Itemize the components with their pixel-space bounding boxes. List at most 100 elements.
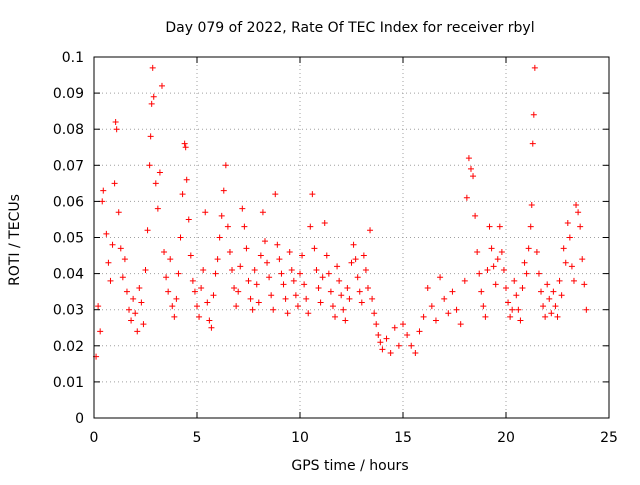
data-point: [358, 299, 365, 306]
data-point: [212, 270, 219, 277]
grid-lines: [94, 57, 609, 418]
data-point: [566, 234, 573, 241]
data-point: [261, 238, 268, 245]
data-point: [474, 248, 481, 255]
x-axis-label: GPS time / hours: [291, 458, 408, 474]
data-point: [383, 335, 390, 342]
data-point: [290, 277, 297, 284]
data-point: [544, 281, 551, 288]
data-point: [167, 256, 174, 263]
data-point: [371, 310, 378, 317]
data-point: [554, 313, 561, 320]
data-point: [558, 292, 565, 299]
data-point: [486, 223, 493, 230]
data-point: [286, 248, 293, 255]
data-point: [136, 285, 143, 292]
data-point: [375, 331, 382, 338]
data-point: [301, 281, 308, 288]
plot-frame: [93, 56, 610, 419]
data-point: [507, 313, 514, 320]
data-point: [158, 82, 165, 89]
data-point: [309, 191, 316, 198]
data-point: [264, 259, 271, 266]
data-point: [220, 187, 227, 194]
y-axis-label: ROTI / TECUs: [7, 194, 23, 286]
y-tick-label: 0.02: [53, 339, 84, 355]
data-point: [369, 295, 376, 302]
data-point: [204, 299, 211, 306]
data-point: [424, 285, 431, 292]
data-point: [449, 288, 456, 295]
data-point: [95, 303, 102, 310]
y-tick-label: 0.01: [53, 375, 84, 391]
data-point: [126, 306, 133, 313]
y-tick-label: 0.07: [53, 158, 84, 174]
data-point: [251, 266, 258, 273]
data-points: [93, 64, 590, 360]
data-point: [538, 288, 545, 295]
data-point: [577, 223, 584, 230]
data-point: [530, 111, 537, 118]
data-point: [134, 328, 141, 335]
data-point: [527, 223, 534, 230]
data-point: [173, 295, 180, 302]
data-point: [391, 324, 398, 331]
data-point: [175, 270, 182, 277]
data-point: [200, 266, 207, 273]
data-point: [515, 306, 522, 313]
data-point: [292, 292, 299, 299]
data-point: [99, 198, 106, 205]
data-point: [360, 252, 367, 259]
x-tick-label: 10: [291, 430, 309, 446]
data-point: [214, 256, 221, 263]
data-point: [278, 270, 285, 277]
data-point: [432, 317, 439, 324]
data-point: [210, 292, 217, 299]
data-point: [490, 263, 497, 270]
data-point: [253, 281, 260, 288]
data-point: [100, 187, 107, 194]
data-point: [342, 317, 349, 324]
data-point: [348, 259, 355, 266]
data-point: [529, 140, 536, 147]
data-point: [237, 263, 244, 270]
data-point: [540, 303, 547, 310]
data-point: [152, 180, 159, 187]
data-point: [533, 248, 540, 255]
data-point: [453, 306, 460, 313]
data-point: [148, 100, 155, 107]
data-point: [266, 274, 273, 281]
chart-title: Day 079 of 2022, Rate Of TEC Index for r…: [165, 20, 534, 36]
x-tick-label: 15: [394, 430, 412, 446]
data-point: [562, 259, 569, 266]
data-point: [334, 263, 341, 270]
data-point: [202, 209, 209, 216]
data-point: [338, 292, 345, 299]
data-point: [395, 342, 402, 349]
data-point: [583, 306, 590, 313]
data-point: [154, 205, 161, 212]
data-point: [379, 346, 386, 353]
data-point: [149, 64, 156, 71]
data-point: [542, 313, 549, 320]
data-point: [513, 292, 520, 299]
data-point: [249, 306, 256, 313]
data-point: [367, 227, 374, 234]
data-point: [517, 317, 524, 324]
x-tick-label: 0: [90, 430, 99, 446]
data-point: [181, 140, 188, 147]
data-point: [297, 270, 303, 277]
data-point: [552, 303, 559, 310]
data-point: [272, 191, 279, 198]
data-point: [575, 209, 582, 216]
data-point: [294, 303, 301, 310]
data-point: [161, 248, 168, 255]
data-point: [519, 285, 526, 292]
data-point: [235, 288, 242, 295]
data-point: [276, 256, 283, 263]
data-point: [467, 165, 474, 172]
data-point: [315, 285, 322, 292]
data-point: [147, 133, 154, 140]
